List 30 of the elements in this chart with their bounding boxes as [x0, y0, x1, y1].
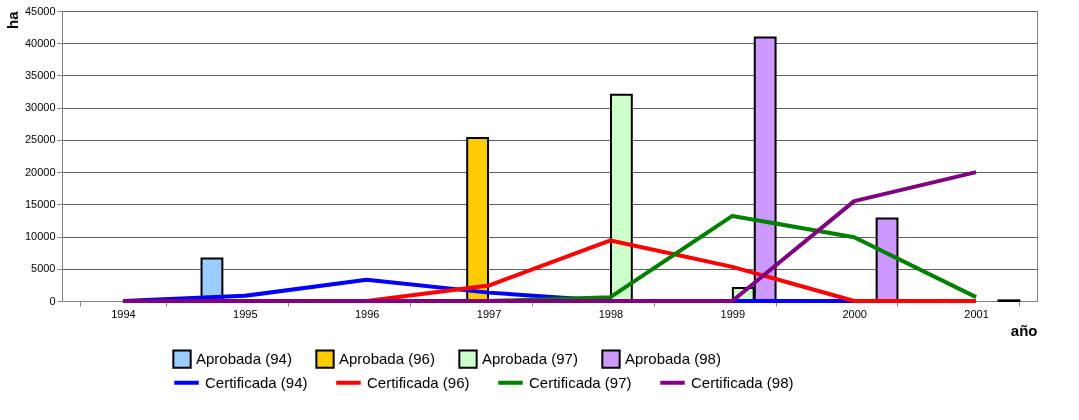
x-tick-label: 2001	[964, 307, 989, 320]
y-tick-label: 40000	[24, 36, 56, 49]
y-tick-label: 15000	[24, 197, 56, 210]
y-tick-label: 25000	[24, 133, 56, 146]
legend-label: Certificada (98)	[691, 373, 794, 391]
y-tick-label: 30000	[24, 101, 56, 114]
y-tick-label: 35000	[24, 68, 56, 81]
legend-label: Certificada (96)	[367, 373, 470, 391]
x-tick-label: 1997	[476, 307, 502, 320]
y-axis-title: ha	[3, 10, 21, 30]
y-tick-label: 10000	[24, 230, 56, 243]
bar	[466, 136, 490, 302]
y-tick-label: 20000	[24, 165, 56, 178]
legend-label: Aprobada (97)	[482, 350, 578, 368]
x-tick-label: 1996	[354, 307, 380, 320]
x-tick-label: 1994	[111, 307, 136, 320]
y-tick-label: 45000	[24, 4, 56, 17]
x-tick-label: 1999	[720, 307, 746, 320]
legend-label: Certificada (97)	[529, 373, 632, 391]
x-tick-label: 1995	[233, 307, 258, 320]
legend-label: Certificada (94)	[205, 373, 308, 391]
bar	[609, 93, 633, 302]
legend-label: Aprobada (98)	[625, 350, 721, 368]
y-tick-label: 0	[49, 294, 56, 307]
x-tick-label: 1998	[598, 307, 624, 320]
x-axis-title: año	[1010, 321, 1038, 339]
legend-label: Aprobada (96)	[339, 350, 435, 368]
x-tick-label: 2000	[842, 307, 867, 320]
legend-label: Aprobada (94)	[196, 350, 292, 368]
y-tick-label: 5000	[31, 262, 56, 275]
